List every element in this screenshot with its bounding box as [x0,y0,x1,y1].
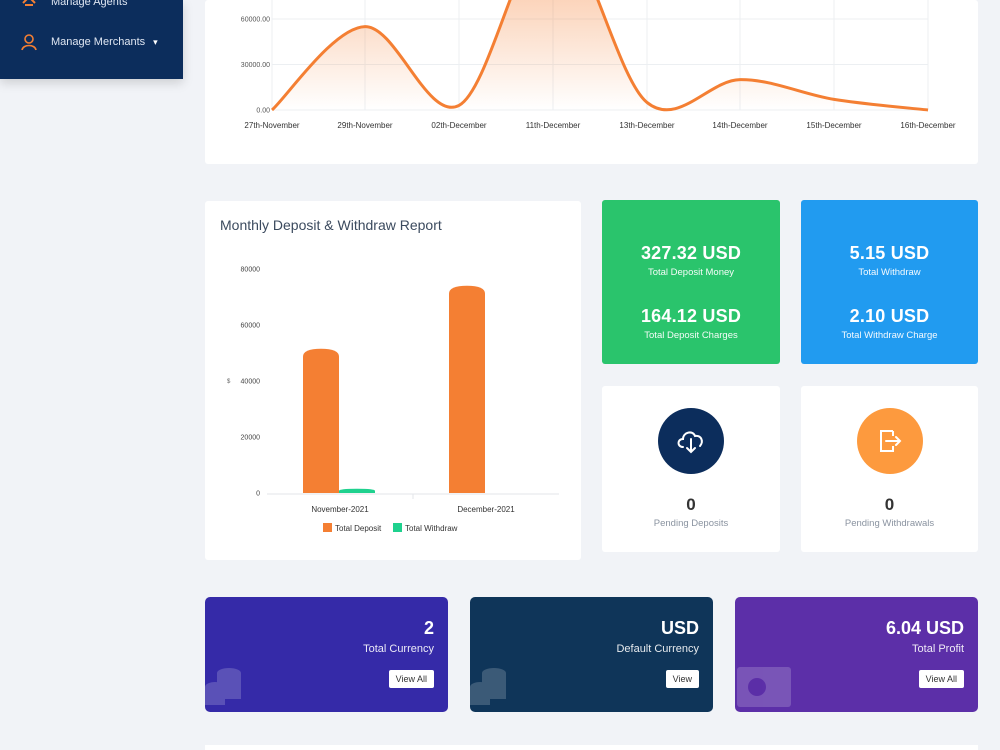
default-currency-value: USD [660,618,699,638]
total-deposit-money-value: 327.32 USD [640,243,742,263]
agents-icon [20,0,38,11]
pending-withdrawals-label: Pending Withdrawals [844,518,935,529]
merchant-user-icon [20,33,38,51]
total-withdraw-charge-label: Total Withdraw Charge [841,330,938,341]
y-tick-label: 0.00 [256,108,270,115]
pending-withdrawals-card[interactable]: 0 Pending Withdrawals [801,386,978,552]
pending-deposits-count: 0 [686,495,696,514]
total-deposit-money-label: Total Deposit Money [647,267,735,278]
sidebar-item-manage-agents[interactable]: Manage Agents [20,0,127,11]
total-profit-tile: 6.04 USD Total Profit View All [735,597,978,712]
total-currency-tile: 2 Total Currency View All [205,597,448,712]
total-withdraw-charge-value: 2.10 USD [849,306,930,326]
x-tick-label: 14th-December [712,121,767,130]
legend-label: Total Deposit [335,524,382,533]
x-tick-label: December-2021 [457,505,515,514]
x-tick-label: 29th-November [337,121,392,130]
legend-swatch [393,523,402,532]
legend-label: Total Withdraw [405,524,458,533]
daily-area-fill [272,0,928,110]
pending-deposits-card[interactable]: 0 Pending Deposits [602,386,780,552]
x-tick-label: 13th-December [619,121,674,130]
x-tick-label: 16th-December [900,121,955,130]
x-tick-label: 27th-November [244,121,299,130]
coins-icon [470,665,510,712]
bar-total-deposit [303,348,339,493]
total-currency-value: 2 [423,618,434,638]
total-deposit-charges-value: 164.12 USD [640,306,742,326]
x-tick-label: 11th-December [526,121,581,130]
daily-series-line [270,0,929,112]
x-tick-label: 15th-December [806,121,861,130]
daily-transaction-chart: 0.00 30000.00 60000.00 27th-November 29th-N… [241,0,956,130]
daily-transaction-chart-card: 0.00 30000.00 60000.00 27th-November 29th-N… [205,0,978,164]
view-all-currency-button[interactable]: View All [388,670,434,688]
total-profit-value: 6.04 USD [885,618,964,638]
y-tick-label: 60000.00 [241,17,270,24]
withdraw-stats-box: 5.15 USD Total Withdraw 2.10 USD Total W… [801,200,978,364]
sidebar-item-manage-merchants[interactable]: Manage Merchants ▾ [20,33,158,51]
default-currency-tile: USD Default Currency View [470,597,713,712]
y-tick-label: 0 [256,491,260,498]
sidebar-item-label: Manage Agents [51,0,128,8]
y-tick-label: 30000.00 [241,62,270,69]
sidebar: Manage Agents Manage Merchants ▾ [0,0,183,79]
bar-total-deposit [449,285,485,493]
legend-swatch [323,523,332,532]
total-withdraw-value: 5.15 USD [849,243,930,263]
pending-deposits-label: Pending Deposits [653,518,729,529]
bar-total-withdraw [339,488,375,493]
y-tick-label: 40000 [241,379,261,386]
y-tick-label: 20000 [241,435,261,442]
default-currency-label: Default Currency [616,643,699,655]
total-currency-label: Total Currency [363,643,434,655]
monthly-report-title: Monthly Deposit & Withdraw Report [220,217,442,233]
y-axis-label: $ [227,379,231,385]
next-card-edge [205,745,978,750]
x-tick-label: 02th-December [431,121,486,130]
pending-withdrawals-count: 0 [884,495,895,514]
y-tick-label: 60000 [241,323,261,330]
x-tick-label: November-2021 [311,505,369,514]
y-tick-label: 80000 [241,267,261,274]
exit-icon [856,408,923,474]
chevron-down-icon: ▾ [153,36,158,47]
total-profit-label: Total Profit [912,643,964,655]
monthly-report-card: Monthly Deposit & Withdraw Report 0 20000… [205,201,581,560]
deposit-stats-box: 327.32 USD Total Deposit Money 164.12 US… [602,200,780,364]
total-withdraw-label: Total Withdraw [858,267,921,278]
sidebar-item-label: Manage Merchants [51,36,146,48]
banknote-icon [737,667,793,712]
cloud-download-icon [658,408,724,474]
view-all-profit-button[interactable]: View All [918,670,964,688]
coins-icon [205,665,245,712]
total-deposit-charges-label: Total Deposit Charges [644,330,738,341]
view-default-currency-button[interactable]: View [665,670,699,688]
monthly-report-chart: 0 20000 40000 60000 80000 $ November-2021 Dec… [227,267,559,533]
